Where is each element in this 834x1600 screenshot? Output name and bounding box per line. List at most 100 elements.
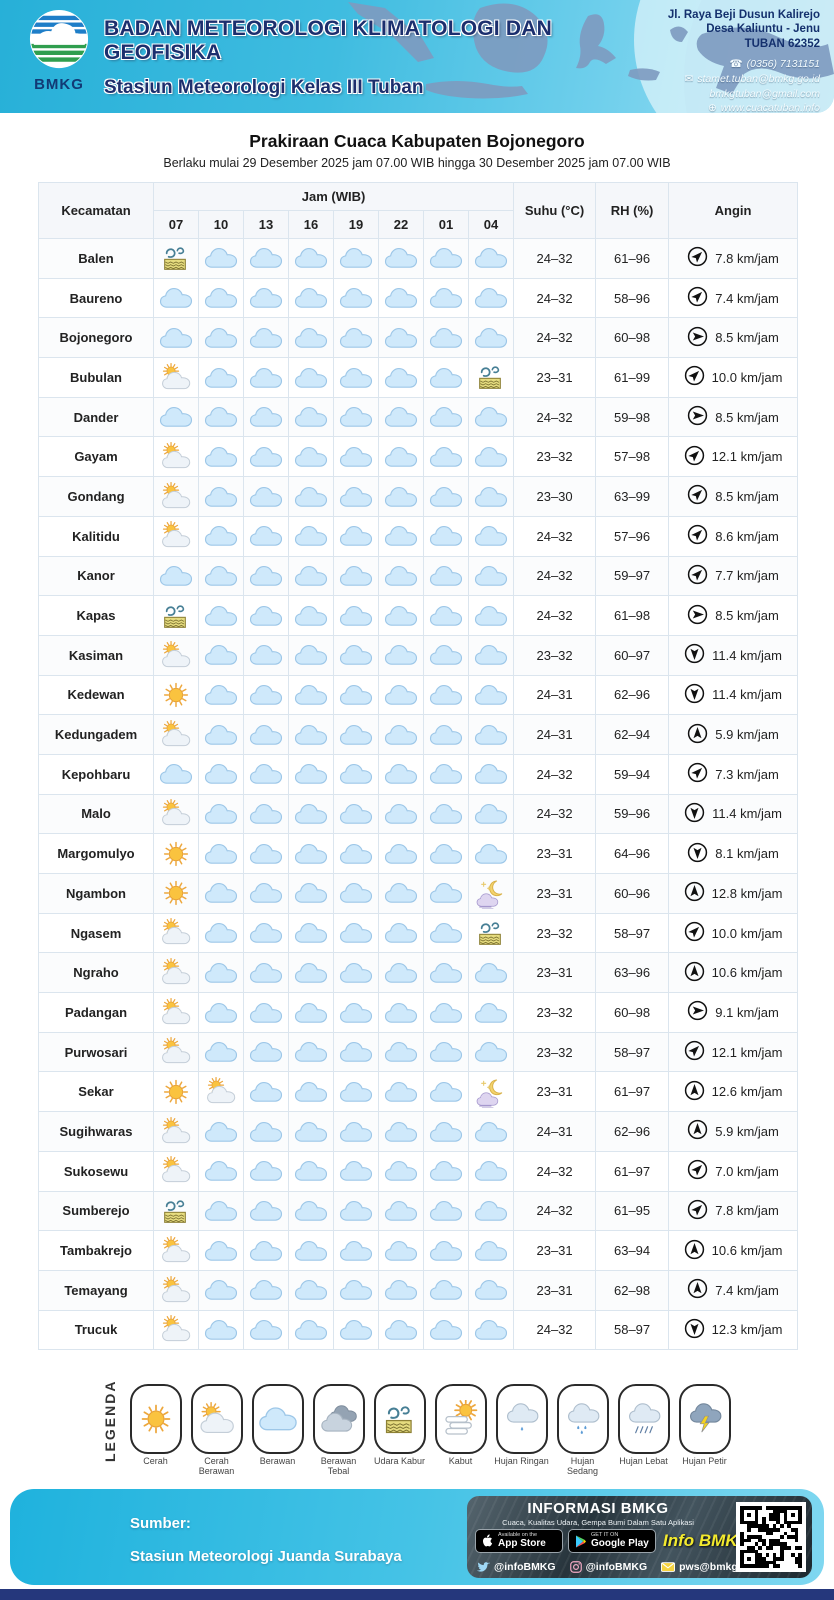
kecamatan-cell: Kapas [38,595,154,636]
cerah-berawan-icon [153,912,199,954]
wind-direction-icon [684,881,705,905]
qr-code [736,1502,806,1572]
berawan-icon [288,1190,334,1232]
berawan-icon [198,714,244,755]
wind-direction-icon [684,921,705,945]
wind-direction-icon [687,564,708,588]
table-row: Ngasem 23–32 58–97 10.0 km/jam [38,912,799,954]
email-address[interactable]: stamet.tuban@bmkg.go.id [697,72,820,85]
cerah-berawan-icon [153,476,199,517]
berawan-icon [198,873,244,914]
berawan-icon [288,1230,334,1271]
berawan-icon [243,555,289,597]
kecamatan-cell: Temayang [38,1269,154,1311]
berawan-icon [333,952,379,994]
berawan-icon [243,952,289,994]
wind-speed: 7.4 km/jam [715,290,779,306]
cerah-berawan-icon [153,1269,199,1311]
berawan-icon [333,634,379,676]
berawan-icon [288,396,334,438]
berawan-icon [153,396,199,438]
wind-speed: 12.1 km/jam [711,449,783,465]
table-row: Padangan 23–32 60–98 9.1 km/jam [38,992,799,1033]
kecamatan-cell: Purwosari [38,1031,154,1073]
berawan-icon [333,1309,379,1351]
angin-cell: 12.3 km/jam [668,1309,799,1351]
cerah-icon [153,1071,199,1113]
berawan-icon [423,952,469,994]
rh-cell: 58–96 [595,277,670,319]
suhu-cell: 23–32 [513,912,597,954]
berawan-icon [423,238,469,279]
legend-title: LEGENDA [101,1379,118,1462]
rh-cell: 61–97 [595,1071,670,1113]
kecamatan-cell: Dander [38,396,154,438]
kecamatan-cell: Ngraho [38,952,154,994]
berawan-icon [333,912,379,954]
informasi-bmkg-panel: INFORMASI BMKG Cuaca, Kualitas Udara, Ge… [467,1496,812,1578]
berawan-icon [243,1230,289,1271]
berawan-icon [243,992,289,1033]
rh-cell: 60–98 [595,317,670,359]
bmkg-logo: BMKG [20,8,98,93]
berawan-icon [288,753,334,795]
rh-cell: 61–98 [595,595,670,636]
cerah-berawan-icon [190,1384,243,1454]
berawan-icon [378,1111,424,1152]
berawan-icon [198,1031,244,1073]
berawan-icon [378,555,424,597]
email-address-2[interactable]: bmkgtuban@gmail.com [709,87,820,100]
rh-cell: 58–97 [595,1309,670,1351]
rh-cell: 61–99 [595,357,670,398]
info-bmkg-app-name: Info BMKG [663,1531,751,1550]
header-banner: BMKG BADAN METEOROLOGI KLIMATOLOGI DAN G… [0,0,834,113]
instagram-handle[interactable]: @infoBMKG [569,1561,647,1573]
berawan-icon [288,238,334,279]
kecamatan-cell: Ngasem [38,912,154,954]
berawan-icon [243,476,289,517]
berawan-icon [333,277,379,319]
cerah-berawan-icon [153,1309,199,1351]
suhu-cell: 24–32 [513,1150,597,1192]
berawan-icon [198,555,244,597]
kecamatan-cell: Sugihwaras [38,1111,154,1152]
berawan-icon [378,992,424,1033]
berawan-icon [198,396,244,438]
rh-cell: 64–96 [595,833,670,874]
website-link[interactable]: www.cuacatuban.info [720,102,820,113]
berawan-icon [198,238,244,279]
berawan-icon [467,793,515,835]
kecamatan-cell: Bubulan [38,357,154,398]
berawan-icon [243,753,289,795]
kecamatan-cell: Gondang [38,476,154,517]
berawan-icon [378,357,424,398]
berawan-icon [243,714,289,755]
berawan-icon [243,1071,289,1113]
suhu-cell: 24–32 [513,753,597,795]
wind-speed: 12.1 km/jam [711,1044,783,1060]
berawan-icon [467,753,515,795]
table-row: Kapas 24–32 61–98 8.5 km/jam [38,595,799,636]
angin-cell: 9.1 km/jam [668,992,799,1033]
angin-cell: 8.1 km/jam [668,833,799,874]
angin-cell: 7.7 km/jam [668,555,799,597]
berawan-icon [288,555,334,597]
table-row: Bojonegoro 24–32 60–98 8.5 km/jam [38,317,799,359]
table-row: Kasiman 23–32 60–97 11.4 km/jam [38,634,799,676]
angin-cell: 8.5 km/jam [668,396,799,438]
suhu-cell: 23–31 [513,833,597,874]
table-row: Gayam 23–32 57–98 12.1 km/jam [38,436,799,478]
legend-item: Hujan Lebat [616,1384,672,1477]
berawan-icon [333,238,379,279]
google-play-badge[interactable]: GET IT ON Google Play [568,1529,656,1553]
berawan-icon [153,555,199,597]
legend-label: Kabut [448,1456,473,1466]
wind-speed: 7.8 km/jam [715,250,779,266]
wind-speed: 12.6 km/jam [711,1084,783,1100]
twitter-handle[interactable]: @infoBMKG [477,1561,556,1573]
udara-kabur-icon [153,1190,199,1232]
app-store-badge[interactable]: Available on the App Store [475,1529,563,1553]
instagram-icon [569,1561,582,1573]
berawan-icon [423,1071,469,1113]
berawan-icon [288,952,334,994]
